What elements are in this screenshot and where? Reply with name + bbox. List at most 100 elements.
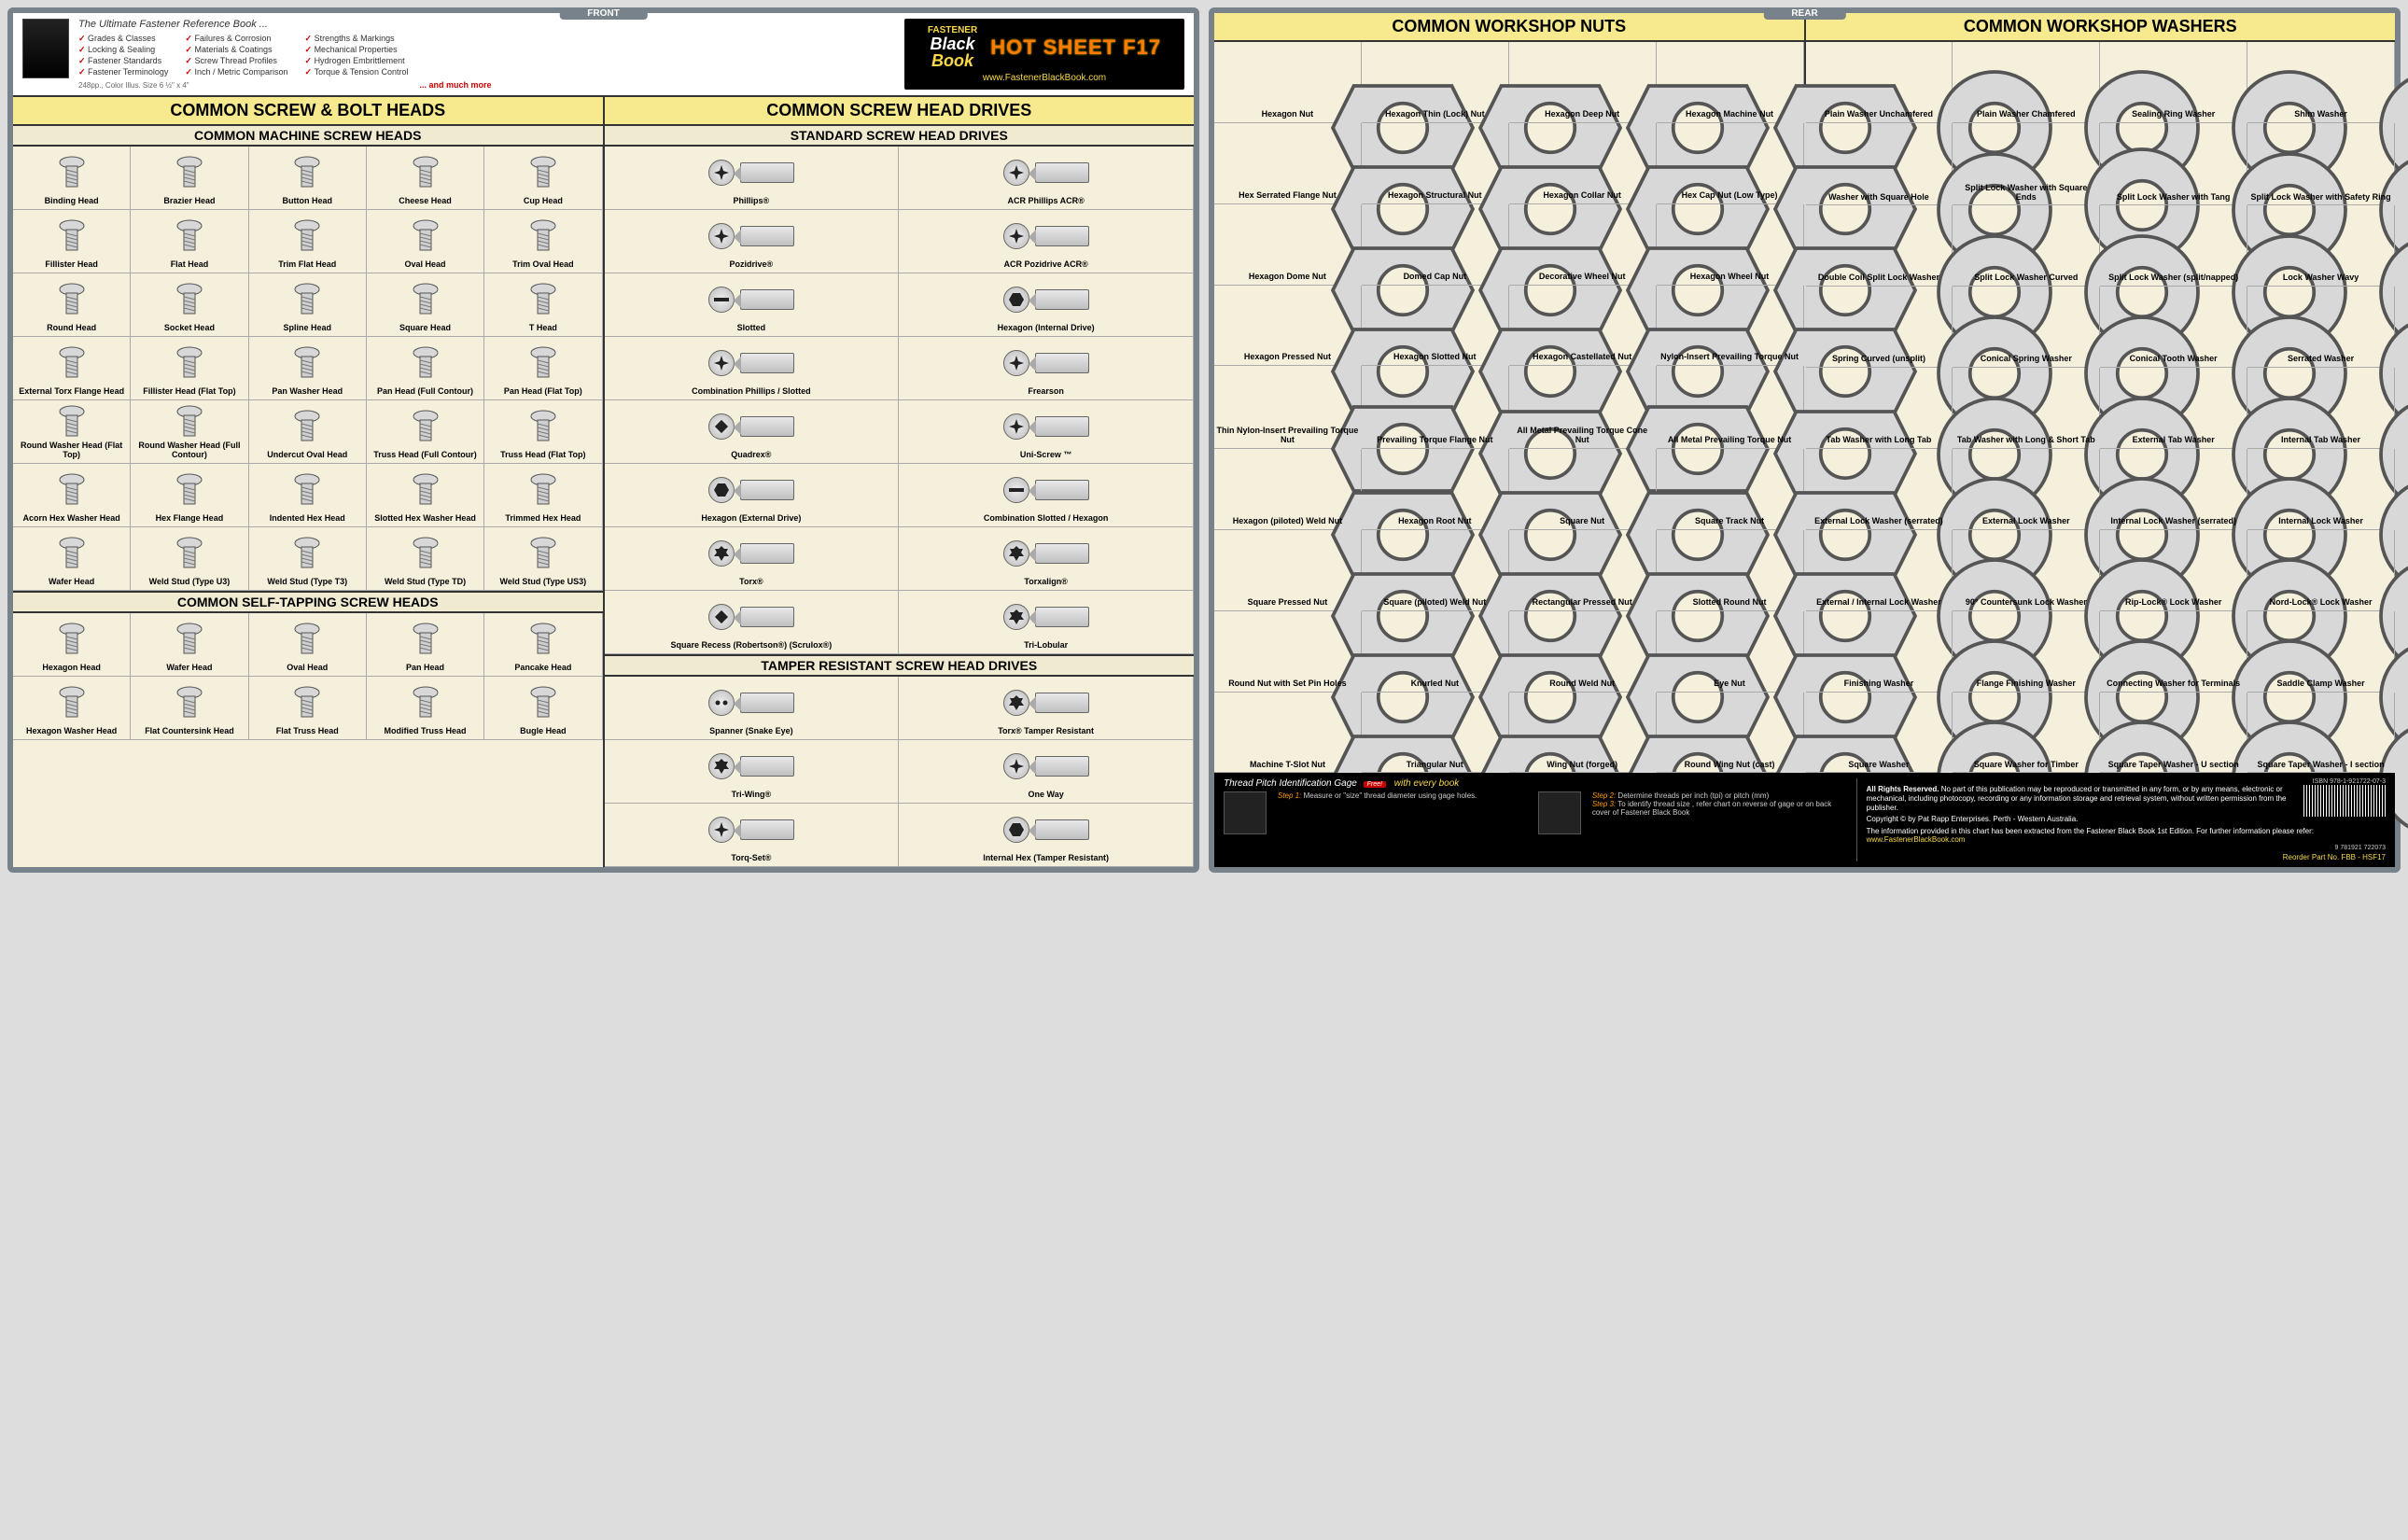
- nut-icon: [1263, 58, 1311, 95]
- washer-cell: Internal Lock Washer: [2247, 449, 2395, 530]
- machine-head-cell: Round Washer Head (Flat Top): [13, 400, 131, 464]
- drive-head-icon: [708, 540, 735, 567]
- washer-icon: [1855, 222, 1903, 259]
- cell-label: Hexagon Root Nut: [1398, 517, 1472, 526]
- washer-icon: [2149, 546, 2198, 583]
- cell-label: Square Recess (Robertson®) (Scrulox®): [670, 641, 832, 651]
- drive-bit-icon: [1035, 162, 1089, 183]
- cell-label: Nord-Lock® Lock Washer: [2270, 598, 2373, 608]
- logo-block: FASTENER Black Book HOT SHEET F17 www.Fa…: [904, 19, 1184, 90]
- washer-cell: 90° Countersunk Lock Washer: [1953, 530, 2100, 611]
- drive-head-icon: [1003, 690, 1029, 716]
- machine-head-cell: Weld Stud (Type T3): [249, 527, 367, 591]
- title-screw-drives: COMMON SCREW HEAD DRIVES: [603, 97, 1195, 126]
- cell-label: Square Pressed Nut: [1248, 598, 1328, 608]
- machine-head-cell: Pan Washer Head: [249, 337, 367, 400]
- screw-icon: [525, 219, 562, 253]
- cell-label: Square Nut: [1560, 517, 1604, 526]
- cell-label: External Torx Flange Head: [19, 387, 124, 397]
- screw-icon: [525, 156, 562, 189]
- screw-icon: [288, 686, 326, 720]
- cell-label: Acorn Hex Washer Head: [23, 514, 120, 524]
- drive-bit-icon: [740, 353, 794, 373]
- feature-item: Materials & Coatings: [185, 45, 287, 55]
- cell-label: Square Track Nut: [1695, 517, 1764, 526]
- drive-bit-icon: [1035, 693, 1089, 713]
- nut-cell: Hexagon Collar Nut: [1509, 123, 1657, 204]
- nut-icon: [1558, 465, 1606, 502]
- washer-cell: Internal Lock Washer (serrated): [2100, 449, 2247, 530]
- drive-head-icon: [708, 223, 735, 249]
- cell-label: Tri-Wing®: [732, 791, 772, 800]
- cell-label: Hexagon Castellated Nut: [1533, 353, 1631, 362]
- nut-icon: [1558, 379, 1606, 416]
- screw-icon: [53, 346, 91, 380]
- header-text-block: The Ultimate Fastener Reference Book ...…: [78, 19, 408, 90]
- nut-cell: Hexagon Machine Nut: [1657, 42, 1804, 123]
- barcode: [2302, 785, 2386, 817]
- drive-cell: ACR Phillips ACR®: [899, 147, 1194, 210]
- gage-title: Thread Pitch Identification Gage: [1224, 778, 1357, 789]
- washer-cell: Spring Curved (unsplit): [1806, 287, 1953, 368]
- machine-head-cell: Indented Hex Head: [249, 464, 367, 527]
- cell-label: Slotted Hex Washer Head: [374, 514, 476, 524]
- cell-label: Truss Head (Flat Top): [500, 451, 585, 460]
- nut-cell: Decorative Wheel Nut: [1509, 204, 1657, 286]
- washer-cell: Double Coil Split Lock Washer: [1806, 205, 1953, 287]
- washer-icon: [2297, 385, 2345, 422]
- drive-head-icon: [1003, 413, 1029, 440]
- washer-cell: Conical Tooth Washer: [2100, 287, 2247, 368]
- cell-label: Square Taper Washer - U section: [2108, 761, 2239, 770]
- washer-icon: [2002, 708, 2051, 746]
- cell-label: Knurled Nut: [1411, 679, 1460, 689]
- feature-item: Fastener Standards: [78, 56, 168, 66]
- cell-label: Hexagon Slotted Nut: [1393, 353, 1477, 362]
- nut-icon: [1705, 465, 1754, 502]
- nut-cell: Hexagon Wheel Nut: [1657, 204, 1804, 286]
- nut-icon: [1410, 220, 1459, 258]
- feature-item: Grades & Classes: [78, 34, 168, 44]
- washer-cell: Square Washer: [1806, 693, 1953, 774]
- washer-cell: Plain Washer Unchamfered: [1806, 42, 1953, 123]
- drive-bit-icon: [740, 226, 794, 246]
- cell-label: Internal Lock Washer (serrated): [2110, 517, 2236, 526]
- washer-cell: Split Lock Washer (split/napped): [2100, 205, 2247, 287]
- screw-icon: [288, 346, 326, 380]
- cell-label: Connecting Washer for Terminals: [2107, 679, 2240, 689]
- cell-label: Wafer Head: [49, 578, 94, 587]
- washer-icon: [2297, 303, 2345, 341]
- grid-selftap-heads: Hexagon HeadWafer HeadOval HeadPan HeadP…: [13, 613, 603, 740]
- cell-label: Triangular Nut: [1407, 761, 1463, 770]
- nut-cell: Rectangular Pressed Nut: [1509, 530, 1657, 611]
- drive-bit-icon: [740, 480, 794, 500]
- screw-icon: [53, 537, 91, 570]
- machine-head-cell: Oval Head: [367, 210, 484, 273]
- washer-icon: [1855, 303, 1903, 341]
- nut-cell: Square Track Nut: [1657, 449, 1804, 530]
- cell-label: Hexagon Deep Nut: [1545, 110, 1619, 119]
- nut-icon: [1705, 627, 1754, 665]
- cell-label: Fillister Head (Flat Top): [143, 387, 235, 397]
- drive-cell: Tri-Lobular: [899, 591, 1194, 654]
- drive-cell: Hexagon (Internal Drive): [899, 273, 1194, 337]
- cell-label: Trimmed Hex Head: [505, 514, 581, 524]
- nut-cell: Eye Nut: [1657, 611, 1804, 693]
- size-note: 248pp., Color Illus. Size 6 ½" x 4": [78, 81, 408, 90]
- screw-icon: [53, 686, 91, 720]
- cell-label: Combination Phillips / Slotted: [692, 387, 811, 397]
- screw-icon: [525, 346, 562, 380]
- cell-label: Trim Oval Head: [512, 260, 574, 270]
- washer-cell: External / Internal Lock Washer: [1806, 530, 1953, 611]
- drive-cell: Hexagon (External Drive): [605, 464, 900, 527]
- nut-icon: [1410, 384, 1459, 421]
- cell-label: Hexagon Thin (Lock) Nut: [1385, 110, 1485, 119]
- much-more: ... and much more: [419, 80, 491, 90]
- cell-label: Plain Washer Chamfered: [1977, 110, 2076, 119]
- cell-label: Sealing Ring Washer: [2132, 110, 2215, 119]
- washer-cell: Nord-Lock® Lock Washer: [2247, 530, 2395, 611]
- cell-label: Pan Washer Head: [272, 387, 343, 397]
- drive-head-icon: [708, 287, 735, 313]
- nut-icon: [1410, 465, 1459, 502]
- cell-label: T Head: [529, 324, 557, 333]
- feature-item: Fastener Terminology: [78, 67, 168, 77]
